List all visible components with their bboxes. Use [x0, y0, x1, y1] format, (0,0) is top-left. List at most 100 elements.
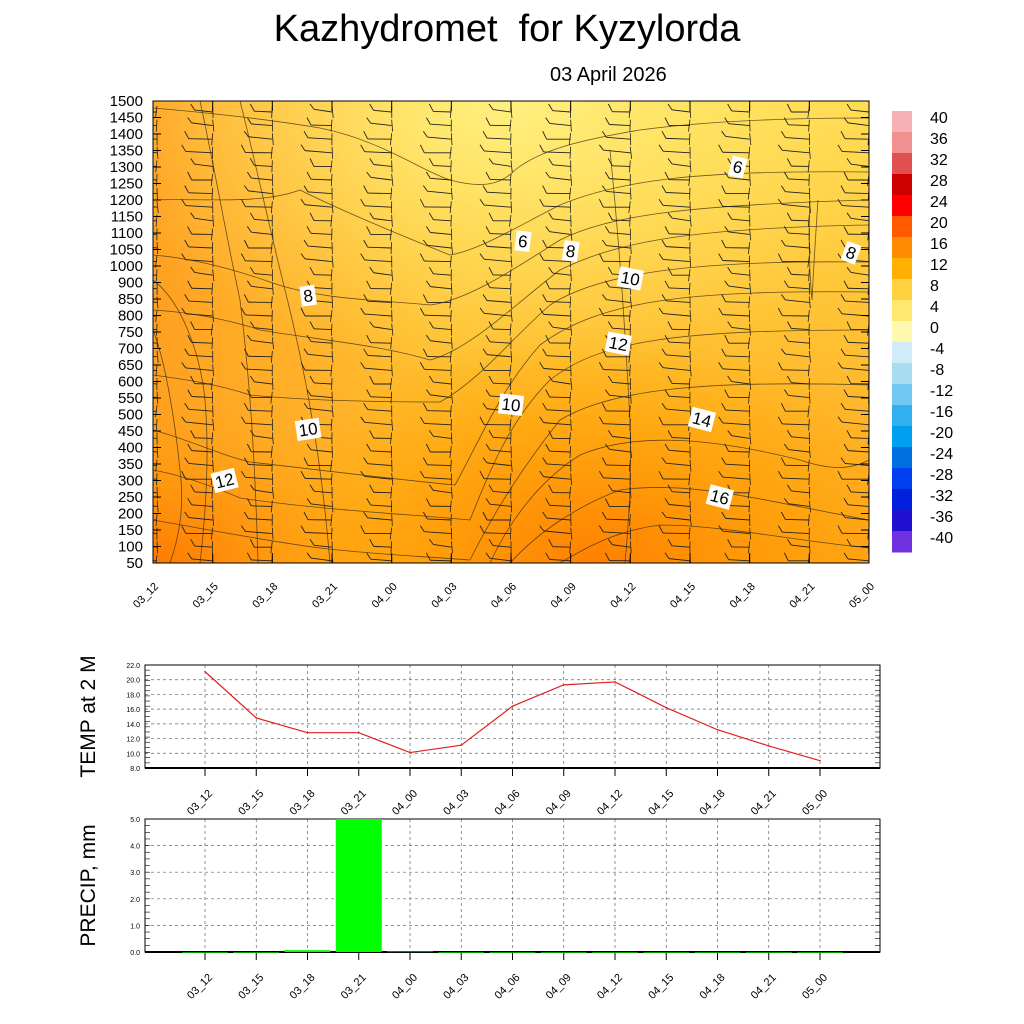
barb-flag [783, 280, 789, 288]
contour-label-text: 10 [619, 268, 641, 290]
contour-label: 10 [497, 393, 525, 416]
colorbar-label: 12 [930, 257, 948, 274]
barb-flag [837, 198, 843, 206]
barb [844, 192, 869, 195]
x-tick-label: 03_18 [288, 972, 318, 1002]
barb [310, 557, 333, 562]
barb [367, 463, 392, 467]
barb-flag [661, 294, 667, 302]
y-tick-label: 600 [118, 374, 143, 391]
barb [185, 313, 213, 317]
barb-flag [837, 362, 843, 369]
barb-flag [724, 389, 730, 398]
barb [549, 122, 571, 127]
barb-flag [664, 552, 670, 559]
x-tick-label: 04_06 [489, 581, 519, 611]
barb [791, 382, 810, 385]
colorbar-label: -8 [930, 362, 944, 379]
barb-flag [184, 348, 190, 356]
barb [791, 436, 810, 439]
barb-staff [808, 391, 811, 404]
barb [433, 435, 452, 439]
barb-flag [243, 511, 249, 519]
barb-flag [837, 416, 843, 423]
barb [489, 233, 512, 235]
barb-flag [366, 334, 372, 343]
y-tick-label: 400 [118, 440, 143, 457]
barb-flag [485, 117, 491, 126]
barb-flag [369, 430, 375, 439]
barb [188, 192, 213, 195]
barb [367, 192, 392, 195]
barb-flag [485, 280, 491, 288]
barb-flag [246, 552, 252, 561]
barb [782, 531, 810, 535]
barb-staff [808, 350, 811, 363]
barb-staff [570, 269, 572, 282]
barb [543, 259, 571, 263]
barb [483, 478, 512, 480]
barb-flag [366, 280, 372, 289]
colorbar: 4036322824201612840-4-8-12-16-20-24-28-3… [892, 110, 953, 553]
barb-flag [419, 253, 425, 262]
barb-staff [271, 282, 274, 295]
barb [310, 503, 333, 507]
barb-flag [718, 144, 724, 153]
y-tick-label: 1450 [110, 110, 143, 127]
temp-point [306, 731, 309, 734]
barb-flag [425, 171, 431, 179]
barb-staff [212, 513, 215, 527]
barb-flag [306, 334, 312, 342]
barb-flag [721, 239, 727, 248]
x-tick-label: 05_00 [800, 788, 830, 818]
y-tick-label: 1000 [110, 258, 143, 275]
barb [671, 491, 691, 494]
contour-label-text: 8 [565, 242, 577, 262]
barb-flag [542, 185, 548, 194]
barb-flag [542, 348, 548, 356]
barb-flag [846, 538, 852, 547]
colorbar-swatch [892, 405, 912, 427]
barb-staff [510, 309, 513, 323]
barb-flag [422, 130, 428, 138]
x-tick-label: 04_21 [749, 972, 779, 1002]
barb [254, 218, 273, 222]
barb-flag [664, 498, 670, 505]
barb [367, 300, 392, 303]
barb [194, 491, 213, 494]
barb-flag [363, 185, 369, 194]
barb [671, 545, 691, 548]
barb [847, 122, 869, 127]
barb-flag [246, 171, 252, 179]
barb [492, 382, 512, 385]
barb [722, 314, 750, 317]
barb [788, 232, 810, 235]
barb [367, 409, 392, 412]
barb-staff [570, 228, 573, 241]
barb [668, 449, 691, 453]
barb [788, 124, 810, 127]
barb [722, 530, 750, 535]
barb [248, 518, 273, 521]
precip-bar [335, 819, 382, 952]
barb [310, 124, 333, 127]
barb-flag [428, 538, 434, 545]
barb-flag [419, 144, 425, 154]
barb-flag [661, 457, 667, 464]
barb [671, 437, 691, 439]
barb [603, 315, 631, 317]
barb-flag [598, 144, 604, 151]
barb [543, 476, 571, 480]
barb [668, 558, 691, 562]
barb [424, 260, 452, 263]
precip-bar [489, 952, 536, 953]
barb-flag [422, 348, 428, 357]
barb-staff [331, 296, 334, 309]
barb [552, 110, 571, 113]
barb-staff [749, 527, 752, 540]
barb-flag [428, 484, 434, 491]
barb-flag [363, 511, 369, 519]
barb-flag [542, 294, 548, 302]
barb-flag [309, 158, 315, 167]
barb [433, 381, 452, 385]
